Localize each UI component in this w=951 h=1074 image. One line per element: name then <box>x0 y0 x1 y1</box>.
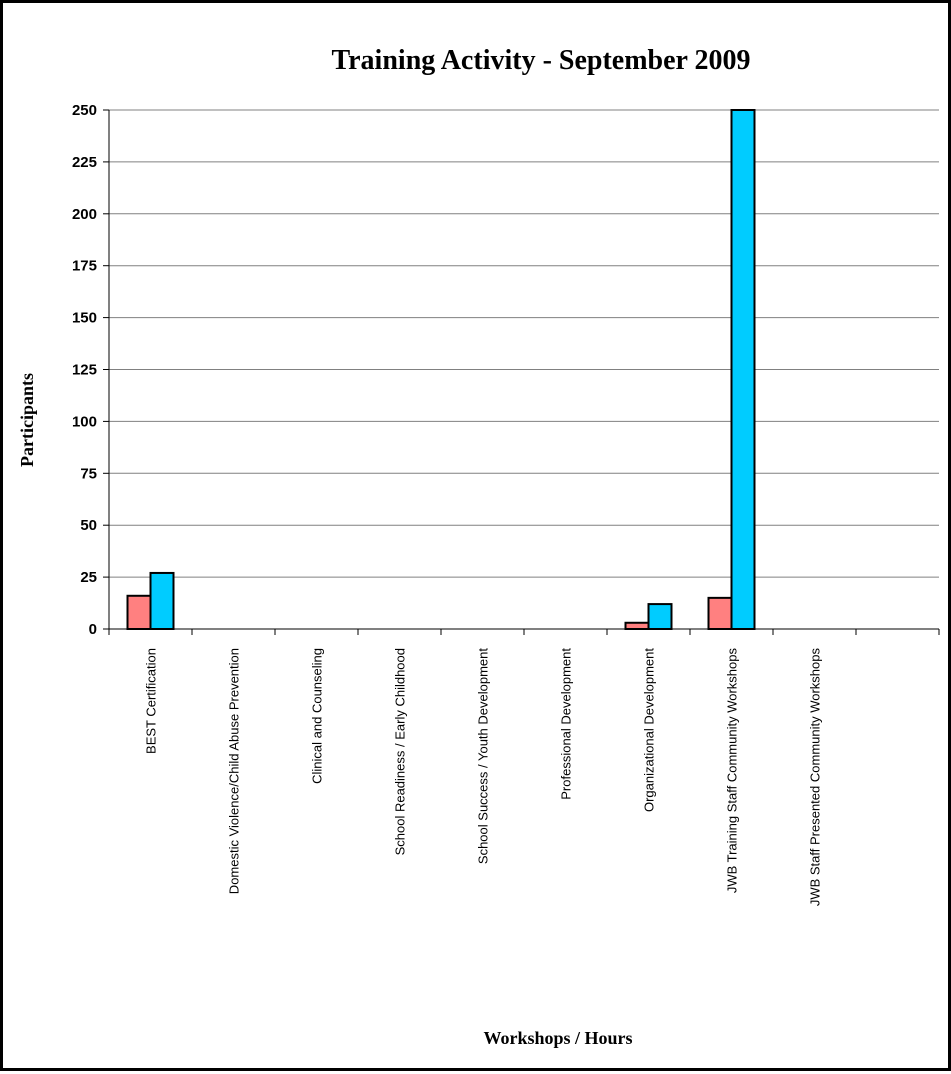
bar <box>149 571 175 630</box>
y-tick-label: 50 <box>80 517 97 534</box>
y-tick-labels: 0 25 50 75 100 125 150 175 200 225 250 <box>72 102 97 638</box>
y-tick-label: 100 <box>72 413 97 430</box>
bar-chart: Training Activity - September 2009 0 25 50… <box>17 45 940 1048</box>
category-label: Clinical and Counseling <box>310 648 325 784</box>
category-label: BEST Certification <box>144 648 159 754</box>
y-tick-label: 200 <box>72 206 97 223</box>
bar <box>647 603 673 631</box>
bars <box>126 109 756 631</box>
y-tick-label: 150 <box>72 310 97 327</box>
category-label: JWB Staff Presented Community Workshops <box>808 648 823 907</box>
category-label: JWB Training Staff Community Workshops <box>725 648 740 894</box>
y-tick-label: 125 <box>72 362 97 379</box>
y-axis-title: Participants <box>17 373 37 467</box>
category-label: School Success / Youth Development <box>476 648 491 864</box>
category-labels: BEST Certification Domestic Violence/Chil… <box>144 648 823 907</box>
bar <box>624 621 650 630</box>
category-label: Organizational Development <box>642 648 657 812</box>
bar <box>126 594 152 630</box>
bar <box>730 109 756 630</box>
y-tick-label: 75 <box>80 465 97 482</box>
y-tick-label: 175 <box>72 258 97 275</box>
y-tick-label: 250 <box>72 102 97 119</box>
gridlines <box>109 109 939 578</box>
axes <box>103 109 940 635</box>
x-axis-title: Workshops / Hours <box>483 1028 632 1048</box>
category-label: Domestic Violence/Child Abuse Prevention <box>227 648 242 894</box>
y-tick-label: 25 <box>80 569 97 586</box>
bar <box>707 596 733 630</box>
y-tick-label: 225 <box>72 154 97 171</box>
category-label: School Readiness / Early Childhood <box>393 648 408 855</box>
category-label: Professional Development <box>559 648 574 800</box>
chart-title: Training Activity - September 2009 <box>332 45 751 76</box>
y-tick-label: 0 <box>89 621 97 638</box>
